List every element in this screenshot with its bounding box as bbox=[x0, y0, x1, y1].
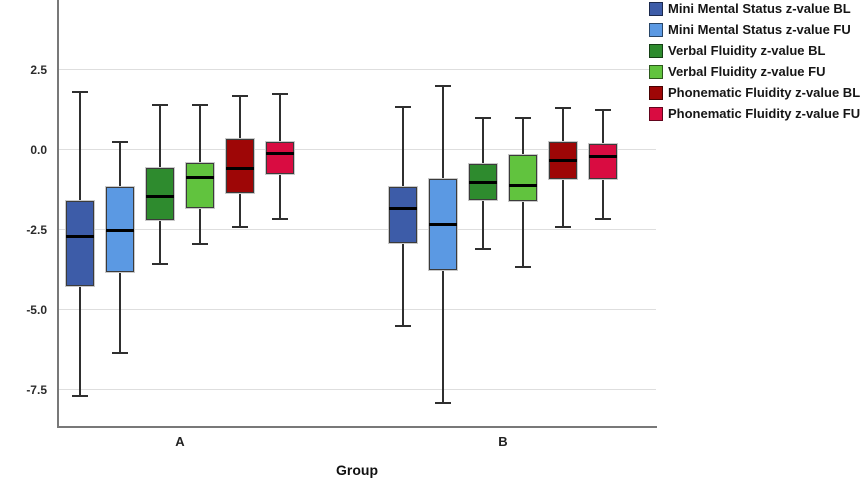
median-series-2-group-B bbox=[469, 181, 497, 184]
legend-item-2: Verbal Fluidity z-value BL bbox=[649, 43, 860, 59]
whisker-cap-low-series-5-group-B bbox=[595, 217, 611, 220]
legend-label-0: Mini Mental Status z-value BL bbox=[668, 1, 851, 16]
median-series-1-group-B bbox=[429, 222, 457, 226]
legend-label-4: Phonematic Fluidity z-value BL bbox=[668, 85, 861, 100]
legend: Mini Mental Status z-value BL Mini Mental… bbox=[649, 1, 860, 122]
whisker-cap-high-series-2-group-A bbox=[152, 104, 168, 107]
whisker-cap-high-series-4-group-A bbox=[232, 94, 248, 97]
whisker-cap-high-series-0-group-A bbox=[72, 91, 88, 94]
whisker-cap-low-series-0-group-A bbox=[72, 395, 88, 398]
gridline-0.0 bbox=[59, 149, 656, 150]
legend-label-5: Phonematic Fluidity z-value FU bbox=[668, 106, 861, 121]
box-series-0-group-B bbox=[389, 186, 417, 243]
whisker-cap-high-series-3-group-B bbox=[515, 117, 531, 119]
median-series-4-group-B bbox=[549, 158, 577, 162]
whisker-cap-high-series-2-group-B bbox=[475, 117, 491, 119]
whisker-cap-low-series-5-group-A bbox=[272, 217, 288, 220]
whisker-cap-low-series-1-group-A bbox=[112, 352, 128, 355]
whisker-cap-high-series-5-group-B bbox=[595, 109, 611, 111]
whisker-cap-high-series-5-group-A bbox=[272, 93, 288, 95]
median-series-5-group-A bbox=[266, 152, 294, 156]
median-series-0-group-B bbox=[389, 206, 417, 210]
legend-swatch-1 bbox=[649, 23, 663, 37]
whisker-cap-high-series-0-group-B bbox=[395, 105, 411, 108]
y-tick-label: 0.0 bbox=[30, 143, 47, 157]
x-axis-title: Group bbox=[336, 462, 378, 478]
legend-swatch-5 bbox=[649, 107, 663, 121]
box-series-5-group-A bbox=[266, 142, 294, 174]
legend-label-1: Mini Mental Status z-value FU bbox=[668, 22, 851, 37]
median-series-0-group-A bbox=[66, 235, 94, 239]
gridline--2.5 bbox=[59, 229, 656, 230]
whisker-cap-low-series-4-group-B bbox=[555, 225, 571, 228]
whisker-cap-low-series-3-group-B bbox=[515, 265, 531, 268]
legend-swatch-4 bbox=[649, 86, 663, 100]
whisker-cap-high-series-4-group-B bbox=[555, 107, 571, 110]
whisker-cap-low-series-1-group-B bbox=[435, 401, 451, 404]
box-series-0-group-A bbox=[66, 201, 94, 286]
box-series-5-group-B bbox=[589, 143, 617, 179]
gridline--5.0 bbox=[59, 309, 656, 310]
legend-label-3: Verbal Fluidity z-value FU bbox=[668, 64, 826, 79]
gridline--7.5 bbox=[59, 389, 656, 390]
y-tick-label: -7.5 bbox=[26, 383, 47, 397]
box-series-4-group-A bbox=[226, 138, 254, 194]
legend-swatch-2 bbox=[649, 44, 663, 58]
y-axis-line bbox=[57, 0, 59, 427]
median-series-3-group-B bbox=[509, 184, 537, 188]
whisker-cap-high-series-3-group-A bbox=[192, 104, 208, 107]
whisker-cap-low-series-2-group-A bbox=[152, 262, 168, 265]
y-tick-label: -5.0 bbox=[26, 303, 47, 317]
gridline-2.5 bbox=[59, 69, 656, 70]
whisker-cap-high-series-1-group-A bbox=[112, 141, 128, 143]
box-series-3-group-A bbox=[186, 162, 214, 208]
legend-label-2: Verbal Fluidity z-value BL bbox=[668, 43, 826, 58]
legend-item-1: Mini Mental Status z-value FU bbox=[649, 22, 860, 38]
legend-item-3: Verbal Fluidity z-value FU bbox=[649, 64, 860, 80]
legend-item-5: Phonematic Fluidity z-value FU bbox=[649, 106, 860, 122]
whisker-cap-low-series-0-group-B bbox=[395, 325, 411, 327]
y-tick-label: -2.5 bbox=[26, 223, 47, 237]
box-series-3-group-B bbox=[509, 154, 537, 202]
y-tick-label: 2.5 bbox=[30, 63, 47, 77]
x-category-label-b: B bbox=[498, 434, 508, 449]
legend-item-0: Mini Mental Status z-value BL bbox=[649, 1, 860, 17]
median-series-3-group-A bbox=[186, 176, 214, 180]
whisker-cap-low-series-4-group-A bbox=[232, 225, 248, 228]
whisker-cap-high-series-1-group-B bbox=[435, 85, 451, 87]
whisker-cap-low-series-3-group-A bbox=[192, 243, 208, 246]
legend-swatch-0 bbox=[649, 2, 663, 16]
legend-item-4: Phonematic Fluidity z-value BL bbox=[649, 85, 860, 101]
median-series-2-group-A bbox=[146, 195, 174, 199]
whisker-cap-low-series-2-group-B bbox=[475, 248, 491, 251]
x-category-label-a: A bbox=[175, 434, 185, 449]
box-series-2-group-A bbox=[146, 167, 174, 221]
median-series-5-group-B bbox=[589, 155, 617, 159]
median-series-1-group-A bbox=[106, 229, 134, 232]
median-series-4-group-A bbox=[226, 166, 254, 170]
x-axis-line bbox=[57, 426, 657, 428]
legend-swatch-3 bbox=[649, 65, 663, 79]
